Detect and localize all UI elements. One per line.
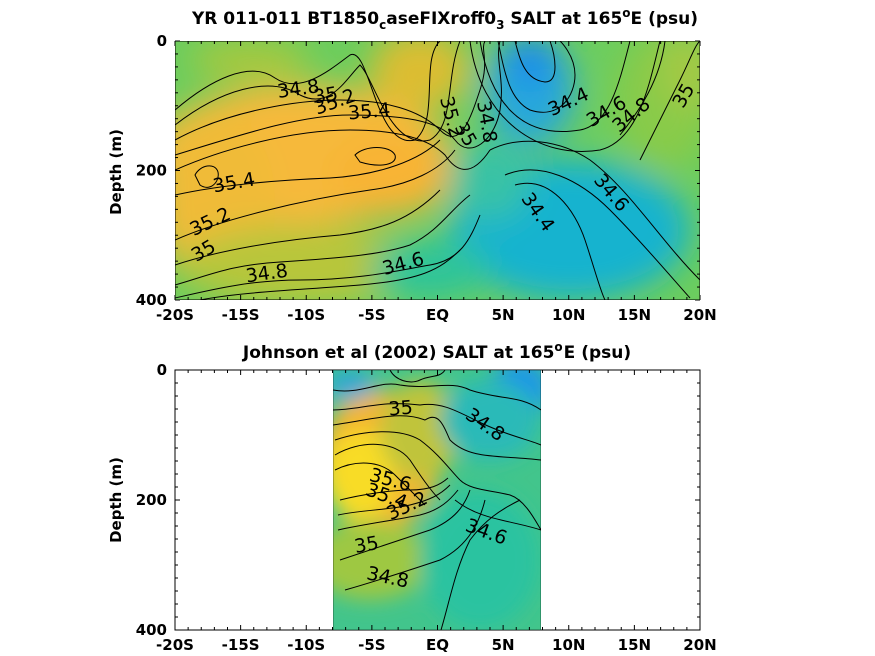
x-tick-label: 15N — [618, 636, 651, 654]
x-tick-label: 20N — [683, 636, 716, 654]
x-tick-label: -15S — [222, 636, 260, 654]
panel-2-observations: Johnson et al (2002) SALT at 165oE (psu) — [107, 340, 717, 654]
panel-1-model: YR 011-011 BT1850caseFIXroff03 SALT at 1… — [107, 6, 717, 324]
x-tick-label: 20N — [683, 306, 716, 324]
panel-2-ylabel: Depth (m) — [107, 457, 125, 543]
panel-1-x-ticks: -20S -15S -10S -5S EQ 5N 10N 15N 20N — [156, 306, 717, 324]
x-tick-label: -20S — [156, 306, 194, 324]
x-tick-label: -10S — [287, 306, 325, 324]
x-tick-label: -10S — [287, 636, 325, 654]
contour-label: 35 — [388, 396, 414, 420]
y-tick-label: 0 — [157, 361, 167, 379]
contour-label: 35 — [353, 532, 381, 558]
x-tick-label: -5S — [358, 636, 385, 654]
x-tick-label: -15S — [222, 306, 260, 324]
x-tick-label: -5S — [358, 306, 385, 324]
y-tick-label: 200 — [136, 162, 167, 180]
x-tick-label: 10N — [552, 306, 585, 324]
panel-1-minor-ticks — [174, 40, 701, 301]
x-tick-label: 5N — [492, 636, 515, 654]
x-tick-label: -20S — [156, 636, 194, 654]
x-tick-label: 15N — [618, 306, 651, 324]
panel-2-y-ticks: 0 200 400 — [136, 361, 167, 639]
x-tick-label: 10N — [552, 636, 585, 654]
panel-1-title: YR 011-011 BT1850caseFIXroff03 SALT at 1… — [191, 6, 698, 32]
contour-label: 35.4 — [347, 99, 391, 125]
y-tick-label: 200 — [136, 491, 167, 509]
x-tick-label: 5N — [492, 306, 515, 324]
panel-2-salinity-field — [333, 370, 541, 630]
y-tick-label: 400 — [136, 621, 167, 639]
y-tick-label: 0 — [157, 32, 167, 50]
contour-label: 35 — [312, 83, 340, 109]
panel-2-x-ticks: -20S -15S -10S -5S EQ 5N 10N 15N 20N — [156, 636, 717, 654]
x-tick-label: EQ — [426, 306, 449, 324]
panel-2-title: Johnson et al (2002) SALT at 165oE (psu) — [242, 340, 631, 363]
x-tick-label: EQ — [426, 636, 449, 654]
panel-1-y-ticks: 0 200 400 — [136, 32, 167, 309]
panel-2-minor-ticks — [174, 369, 701, 631]
panel-1-ylabel: Depth (m) — [107, 129, 125, 215]
y-tick-label: 400 — [136, 291, 167, 309]
panel-1-salinity-field — [175, 41, 700, 300]
